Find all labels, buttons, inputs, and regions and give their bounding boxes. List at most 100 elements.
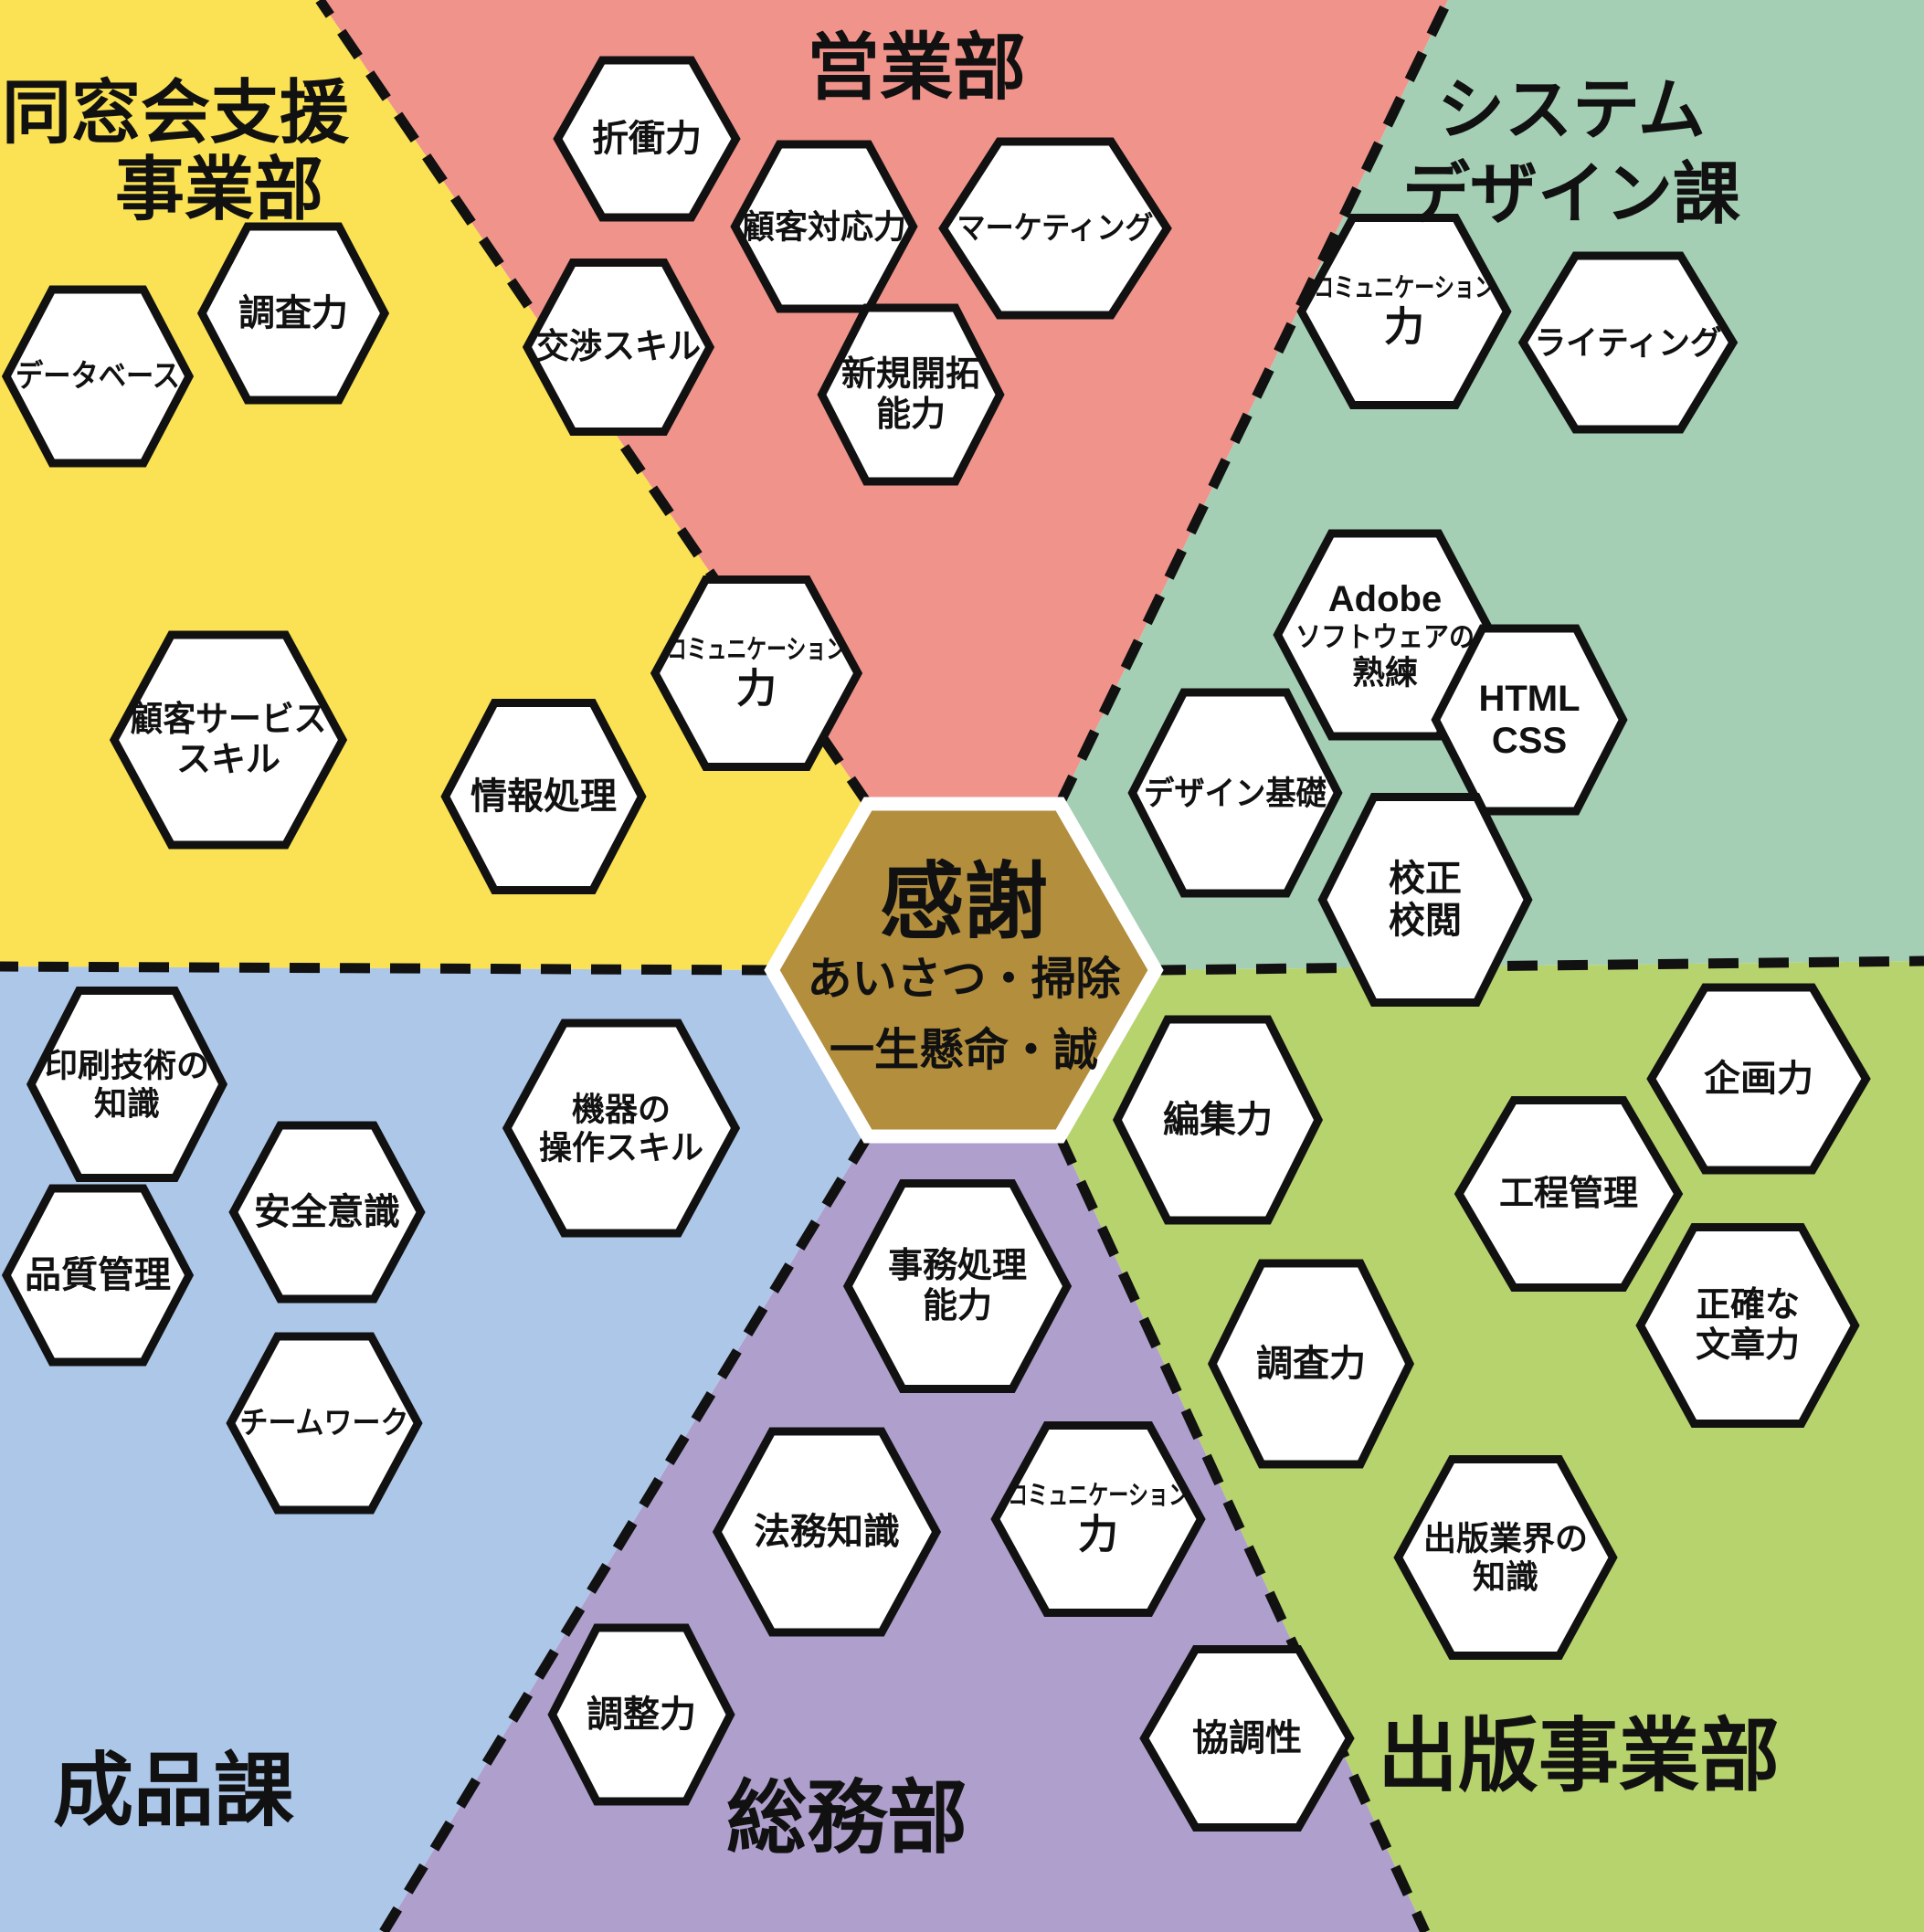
skill-hexagon xyxy=(842,1179,1073,1393)
skill-badge: 協調性 xyxy=(1139,1645,1355,1832)
skill-label: 情報処理 xyxy=(470,776,617,817)
sector-title-sales: 営業部 xyxy=(807,27,1026,109)
skill-label: 法務知識 xyxy=(754,1512,900,1552)
skill-hexagon xyxy=(26,987,228,1182)
skill-label: 印刷技術の xyxy=(45,1047,209,1084)
skill-label: CSS xyxy=(1492,721,1567,761)
skill-label: 能力 xyxy=(923,1287,992,1325)
skill-badge: 調査力 xyxy=(1207,1259,1415,1469)
skill-badge: 調整力 xyxy=(547,1623,735,1806)
skill-label: Adobe xyxy=(1328,579,1442,619)
skill-hexagon xyxy=(547,1623,735,1806)
skill-hexagon xyxy=(730,140,918,313)
core-value-text: 感謝 xyxy=(880,856,1048,949)
skill-hexagon xyxy=(650,575,863,771)
skill-label: 能力 xyxy=(876,396,946,434)
skill-badge: ライティング xyxy=(1517,251,1739,434)
skill-hexagon xyxy=(1317,793,1533,1007)
skill-label: マーケティング xyxy=(957,211,1154,246)
sector-title-text: システム xyxy=(1437,72,1706,148)
skill-badge: 工程管理 xyxy=(1454,1096,1684,1292)
skill-hexagon xyxy=(1112,1015,1324,1225)
skill-hexagon xyxy=(1139,1645,1355,1832)
skill-badge: 交渉スキル xyxy=(522,259,715,436)
skill-label: 知識 xyxy=(94,1084,160,1122)
skill-label: コミュニケーション xyxy=(667,635,846,664)
skill-label: 顧客対応力 xyxy=(742,208,906,246)
skill-label: 交渉スキル xyxy=(536,327,701,366)
skill-label: 知識 xyxy=(1473,1557,1538,1595)
skill-label: 折衝力 xyxy=(592,119,702,159)
skill-label: 調査力 xyxy=(1256,1344,1366,1384)
skill-hexagon xyxy=(440,699,647,894)
sector-title-text: デザイン課 xyxy=(1402,156,1740,232)
skill-hexagon xyxy=(1,1184,195,1367)
skill-badge: 品質管理 xyxy=(1,1184,195,1367)
skill-badge: マーケティング xyxy=(938,137,1172,320)
skill-hexagon xyxy=(553,56,741,222)
skill-label: 操作スキル xyxy=(539,1128,703,1166)
sector-title-text: 出版事業部 xyxy=(1378,1711,1780,1801)
skill-label: 安全意識 xyxy=(254,1191,400,1232)
skill-badge: 安全意識 xyxy=(228,1121,426,1304)
skill-badge: 情報処理 xyxy=(440,699,647,894)
skill-label: 力 xyxy=(736,666,777,711)
sector-divider-line xyxy=(1155,955,1924,976)
sector-divider-line xyxy=(379,1134,872,1932)
skill-label: 熟練 xyxy=(1352,654,1418,692)
skill-badge: 編集力 xyxy=(1112,1015,1324,1225)
skill-hexagon xyxy=(1635,1223,1860,1428)
skill-badge: 調査力 xyxy=(196,222,390,405)
skill-hexagon xyxy=(1454,1096,1684,1292)
skill-hexagon xyxy=(1296,214,1512,409)
skill-label: 編集力 xyxy=(1163,1100,1273,1140)
skill-hexagon xyxy=(712,1427,942,1637)
skill-hexagon xyxy=(109,630,348,850)
sector-divider-line xyxy=(1055,1134,1430,1932)
skill-label: データベース xyxy=(16,358,180,394)
sector-title-general-affairs: 総務部 xyxy=(726,1773,967,1863)
skill-label: コミュニケーション xyxy=(1008,1481,1189,1510)
skill-hexagon xyxy=(522,259,715,436)
skill-label: 力 xyxy=(1384,304,1424,349)
skill-hexagon xyxy=(1517,251,1739,434)
skill-badge: データベース xyxy=(1,285,195,468)
skill-badge: 折衝力 xyxy=(553,56,741,222)
skill-label: 校正 xyxy=(1389,859,1462,899)
skill-hexagon xyxy=(196,222,390,405)
skill-label: 機器の xyxy=(572,1091,671,1128)
skill-hexagon xyxy=(1207,1259,1415,1469)
skill-label: ソフトウェアの xyxy=(1295,621,1475,653)
skill-hexagon xyxy=(817,303,1005,486)
skill-label: スキル xyxy=(176,741,280,779)
core-values-hexagon xyxy=(764,797,1164,1144)
sector-title-text: 成品課 xyxy=(53,1746,294,1836)
skill-badge: チームワーク xyxy=(226,1332,423,1515)
skill-label: 正確な xyxy=(1696,1286,1800,1325)
skill-badge: 顧客対応力 xyxy=(730,140,918,313)
skill-label: 校閲 xyxy=(1389,901,1462,941)
sector-title-publishing: 出版事業部 xyxy=(1378,1711,1780,1801)
skill-label: ライティング xyxy=(1535,324,1722,362)
skill-label: 新規開拓 xyxy=(841,355,980,394)
skill-label: 力 xyxy=(1078,1512,1118,1557)
skill-label: デザイン基礎 xyxy=(1144,775,1327,812)
skill-label: コミュニケーション xyxy=(1314,273,1495,302)
sector-title-text: 営業部 xyxy=(807,27,1026,109)
skill-hexagon xyxy=(1646,983,1871,1175)
skill-hexagon xyxy=(938,137,1172,320)
skill-label: 企画力 xyxy=(1704,1058,1813,1099)
skill-hexagon xyxy=(1393,1455,1618,1660)
